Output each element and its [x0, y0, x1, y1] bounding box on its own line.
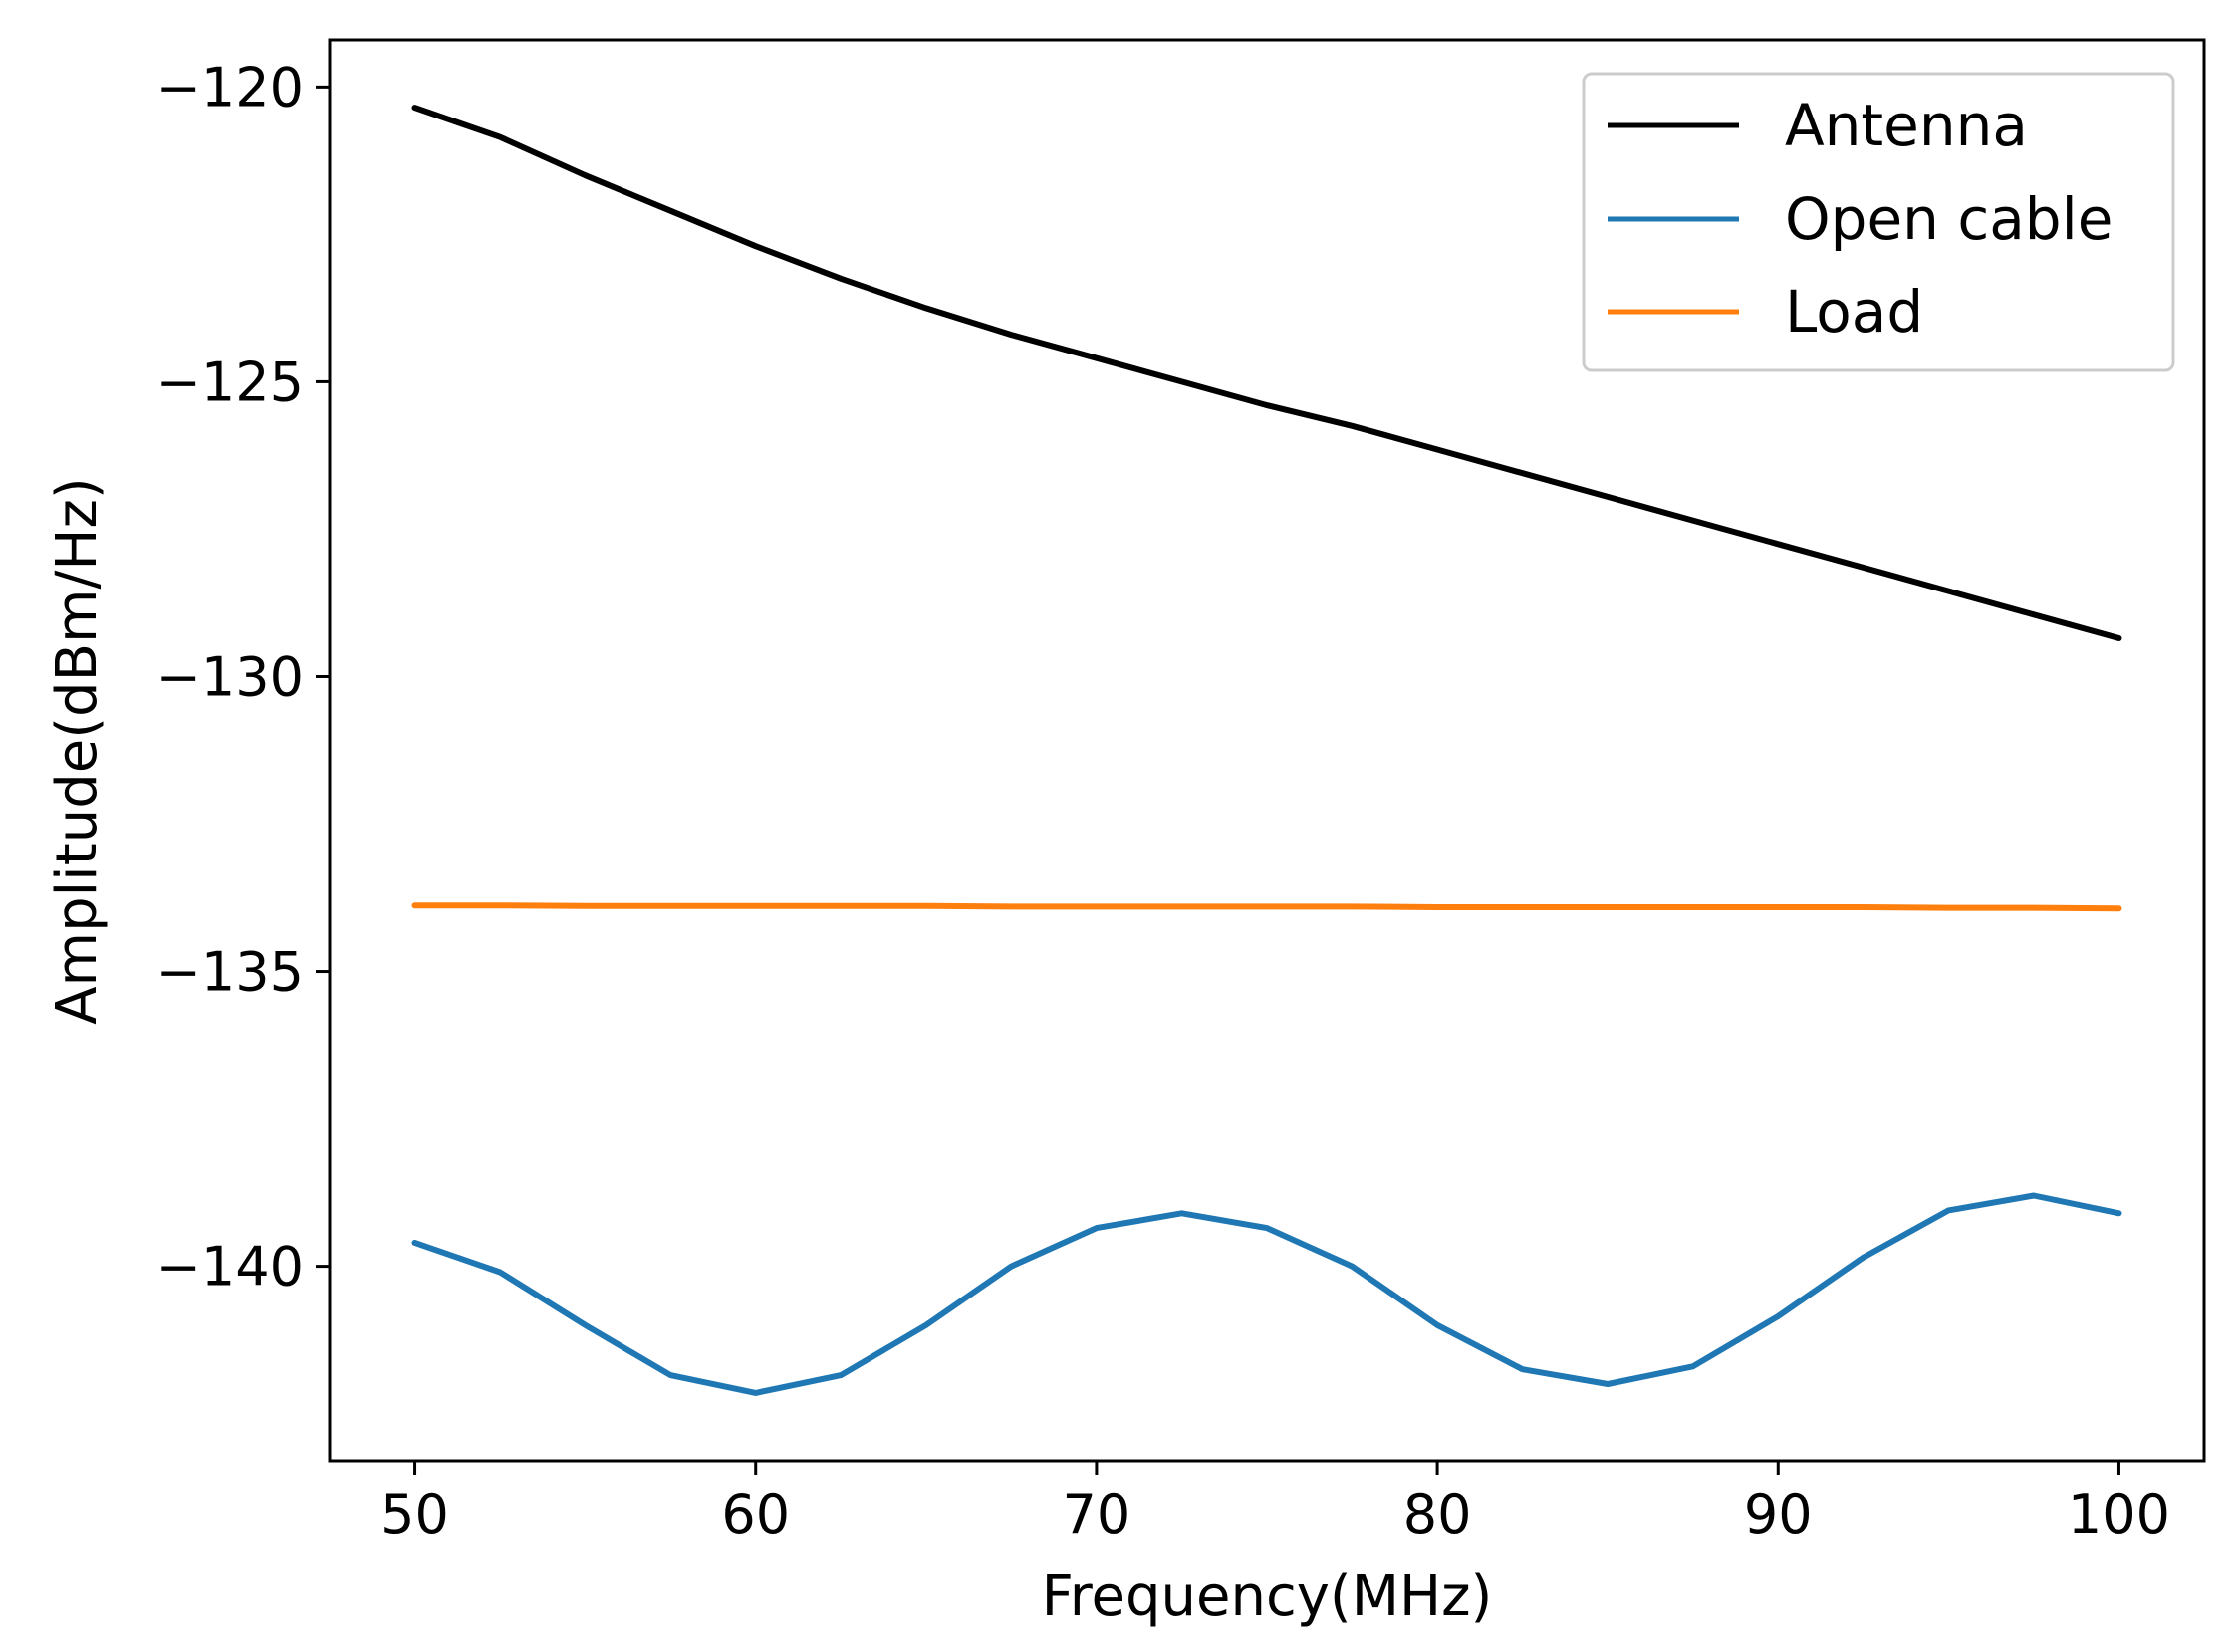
legend-label-antenna: Antenna — [1785, 92, 2028, 159]
x-tick-label: 90 — [1744, 1483, 1813, 1545]
x-tick-label: 100 — [2068, 1483, 2170, 1545]
legend-label-load: Load — [1785, 278, 1923, 346]
y-tick-label: −130 — [156, 645, 304, 708]
series-line-load — [411, 902, 2122, 912]
x-tick-label: 70 — [1063, 1483, 1131, 1545]
legend-label-open-cable: Open cable — [1785, 185, 2113, 253]
x-axis-ticks: 50 60 70 80 90 100 — [380, 1461, 2170, 1545]
y-tick-label: −125 — [156, 351, 304, 413]
y-axis-label: Amplitude(dBm/Hz) — [45, 477, 110, 1025]
legend-box — [1582, 72, 2175, 372]
y-tick-label: −120 — [156, 56, 304, 118]
series-layer — [411, 105, 2122, 1396]
x-tick-label: 50 — [380, 1483, 449, 1545]
series-line-open-cable — [411, 1192, 2122, 1396]
plot-area-frame — [328, 38, 2206, 1463]
y-tick-label: −140 — [156, 1236, 304, 1298]
x-tick-label: 60 — [721, 1483, 790, 1545]
x-tick-label: 80 — [1403, 1483, 1472, 1545]
y-axis-ticks: −120 −125 −130 −135 −140 — [156, 56, 330, 1298]
legend: Antenna Open cable Load — [1582, 72, 2175, 372]
series-line-antenna — [411, 105, 2122, 641]
x-axis-label: Frequency(MHz) — [1042, 1564, 1493, 1629]
y-tick-label: −135 — [156, 941, 304, 1004]
